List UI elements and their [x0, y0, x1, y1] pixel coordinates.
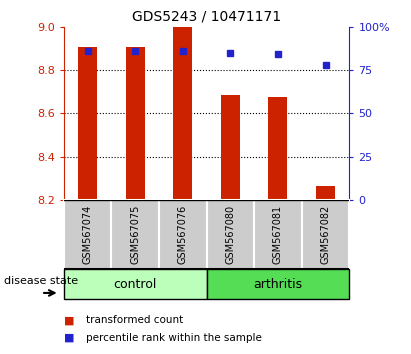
Text: GSM567076: GSM567076	[178, 205, 188, 264]
Bar	[316, 186, 335, 200]
Bar	[111, 200, 159, 269]
Text: transformed count: transformed count	[86, 315, 184, 325]
Bar	[254, 200, 302, 269]
Text: GSM567075: GSM567075	[130, 205, 140, 264]
Text: ■: ■	[64, 315, 74, 325]
Bar	[268, 97, 287, 200]
Title: GDS5243 / 10471171: GDS5243 / 10471171	[132, 10, 281, 24]
Bar	[206, 200, 254, 269]
Text: disease state: disease state	[4, 275, 78, 286]
Text: GSM567082: GSM567082	[321, 205, 330, 264]
Text: GSM567074: GSM567074	[83, 205, 92, 264]
Bar	[173, 27, 192, 200]
Bar	[159, 200, 206, 269]
Bar	[78, 47, 97, 200]
Bar	[64, 200, 111, 269]
Bar	[206, 269, 349, 299]
Bar	[64, 269, 206, 299]
Text: GSM567080: GSM567080	[225, 205, 236, 264]
Bar	[302, 200, 349, 269]
Text: percentile rank within the sample: percentile rank within the sample	[86, 333, 262, 343]
Text: GSM567081: GSM567081	[273, 205, 283, 264]
Text: control: control	[113, 278, 157, 291]
Bar	[126, 47, 145, 200]
Text: arthritis: arthritis	[253, 278, 302, 291]
Text: ■: ■	[64, 333, 74, 343]
Bar	[221, 95, 240, 200]
